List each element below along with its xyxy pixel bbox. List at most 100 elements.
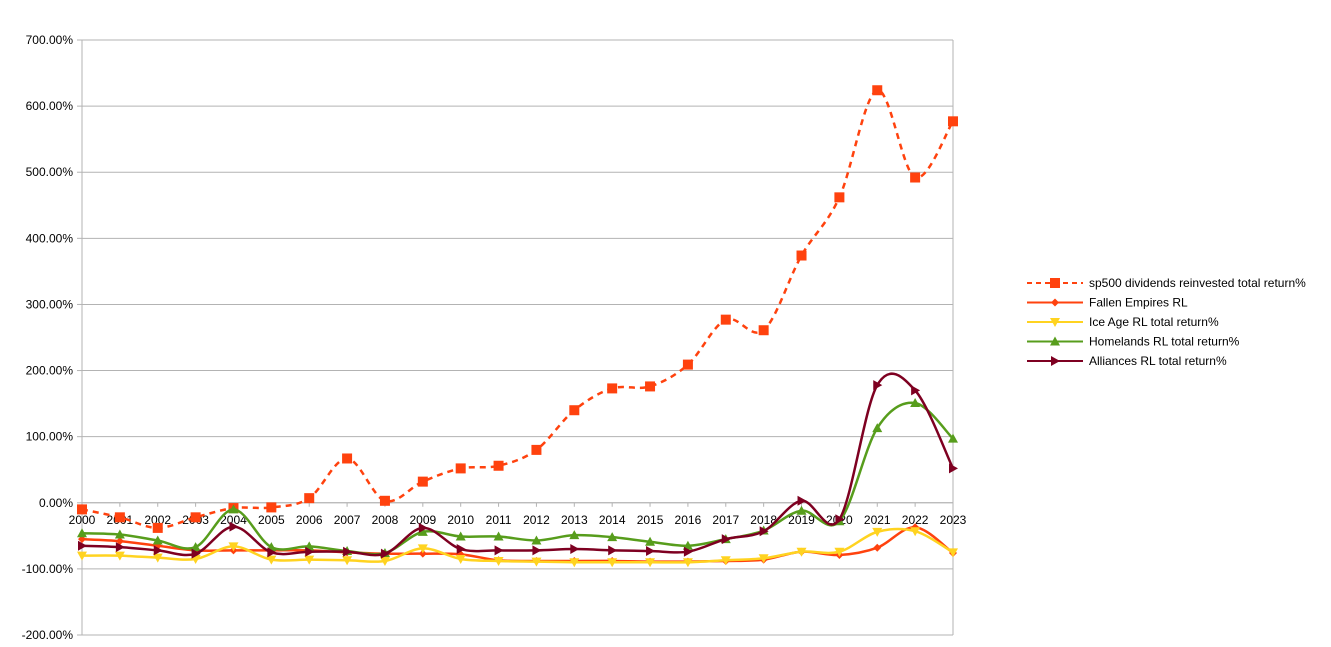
data-point bbox=[796, 547, 807, 557]
data-point bbox=[417, 526, 428, 536]
data-point bbox=[418, 522, 428, 533]
legend-item-0: sp500 dividends reinvested total return% bbox=[1027, 276, 1306, 290]
data-point bbox=[417, 476, 428, 487]
x-tick-label: 2004 bbox=[220, 513, 247, 527]
data-point bbox=[114, 512, 125, 523]
data-point bbox=[911, 385, 921, 396]
x-tick-label: 2005 bbox=[258, 513, 285, 527]
y-tick-label: 300.00% bbox=[26, 297, 74, 311]
data-point bbox=[304, 493, 315, 504]
legend-label: sp500 dividends reinvested total return% bbox=[1089, 276, 1306, 290]
data-point bbox=[304, 555, 315, 565]
data-point bbox=[720, 556, 731, 566]
data-point bbox=[77, 528, 87, 538]
x-tick-label: 2021 bbox=[864, 513, 891, 527]
legend-label: Fallen Empires RL bbox=[1089, 296, 1188, 310]
data-point bbox=[910, 397, 921, 407]
legend-item-1: Fallen Empires RL bbox=[1027, 296, 1188, 310]
data-point bbox=[114, 551, 125, 561]
data-point bbox=[645, 558, 656, 568]
x-tick-label: 2018 bbox=[750, 513, 777, 527]
data-point bbox=[607, 532, 618, 542]
x-tick-label: 2023 bbox=[940, 513, 967, 527]
x-tick-label: 2002 bbox=[144, 513, 171, 527]
legend-item-4: Alliances RL total return% bbox=[1027, 354, 1227, 368]
data-point bbox=[569, 558, 580, 568]
data-point bbox=[531, 444, 542, 455]
data-point bbox=[682, 540, 693, 550]
x-tick-label: 2019 bbox=[788, 513, 815, 527]
data-point bbox=[342, 453, 353, 464]
data-point bbox=[607, 383, 618, 394]
data-point bbox=[797, 495, 807, 506]
data-point bbox=[645, 536, 656, 546]
data-point bbox=[380, 548, 390, 559]
data-point bbox=[343, 546, 353, 557]
data-point bbox=[342, 556, 353, 566]
data-point bbox=[721, 534, 731, 545]
data-point bbox=[152, 522, 163, 533]
x-tick-label: 2014 bbox=[599, 513, 626, 527]
data-point bbox=[910, 172, 921, 183]
series-group bbox=[77, 85, 958, 568]
data-point bbox=[78, 540, 87, 551]
series-line bbox=[81, 401, 954, 556]
data-point bbox=[190, 512, 201, 523]
data-point bbox=[683, 546, 693, 557]
data-point bbox=[531, 557, 542, 567]
data-point bbox=[114, 529, 125, 539]
legend-marker bbox=[1051, 298, 1059, 307]
data-point bbox=[493, 531, 504, 541]
data-point bbox=[77, 504, 87, 515]
data-point bbox=[418, 549, 427, 558]
legend-item-2: Ice Age RL total return% bbox=[1027, 315, 1219, 329]
legend-marker bbox=[1050, 336, 1060, 346]
data-point bbox=[228, 542, 239, 552]
legend-marker bbox=[1051, 356, 1060, 366]
data-point bbox=[152, 553, 163, 563]
x-tick-label: 2016 bbox=[675, 513, 702, 527]
legend-marker bbox=[1050, 318, 1060, 327]
data-point bbox=[532, 545, 542, 556]
data-point bbox=[153, 545, 163, 556]
legend: sp500 dividends reinvested total return%… bbox=[1027, 276, 1306, 368]
data-point bbox=[456, 544, 466, 555]
series-3 bbox=[77, 397, 958, 558]
data-point bbox=[834, 547, 845, 557]
data-point bbox=[569, 530, 580, 540]
data-point bbox=[872, 85, 883, 96]
y-tick-label: 400.00% bbox=[26, 231, 74, 245]
data-point bbox=[77, 551, 87, 561]
legend-label: Alliances RL total return% bbox=[1089, 354, 1227, 368]
data-point bbox=[949, 463, 958, 474]
data-point bbox=[872, 423, 883, 433]
x-tick-label: 2013 bbox=[561, 513, 588, 527]
series-0 bbox=[77, 85, 958, 533]
data-point bbox=[796, 505, 807, 515]
legend-marker bbox=[1050, 278, 1060, 288]
data-point bbox=[229, 521, 239, 532]
y-tick-label: 100.00% bbox=[26, 430, 74, 444]
x-tick-label: 2010 bbox=[447, 513, 474, 527]
data-point bbox=[872, 527, 883, 537]
y-axis-tick-labels: 700.00% 600.00% 500.00% 400.00% 300.00% 200.0… bbox=[22, 33, 74, 642]
data-point bbox=[493, 460, 504, 471]
data-point bbox=[191, 548, 201, 559]
data-point bbox=[835, 514, 845, 525]
x-tick-label: 2007 bbox=[334, 513, 361, 527]
data-point bbox=[267, 547, 277, 558]
series-line bbox=[81, 527, 954, 564]
data-point bbox=[873, 543, 882, 552]
y-tick-label: 500.00% bbox=[26, 165, 74, 179]
x-tick-label: 2012 bbox=[523, 513, 550, 527]
y-tick-label: 600.00% bbox=[26, 99, 74, 113]
data-point bbox=[796, 250, 807, 261]
data-point bbox=[417, 544, 428, 554]
data-point bbox=[266, 502, 277, 513]
data-point bbox=[570, 544, 580, 555]
series-4 bbox=[78, 372, 958, 559]
data-point bbox=[115, 542, 125, 553]
data-point bbox=[948, 116, 958, 127]
data-point bbox=[305, 546, 315, 557]
